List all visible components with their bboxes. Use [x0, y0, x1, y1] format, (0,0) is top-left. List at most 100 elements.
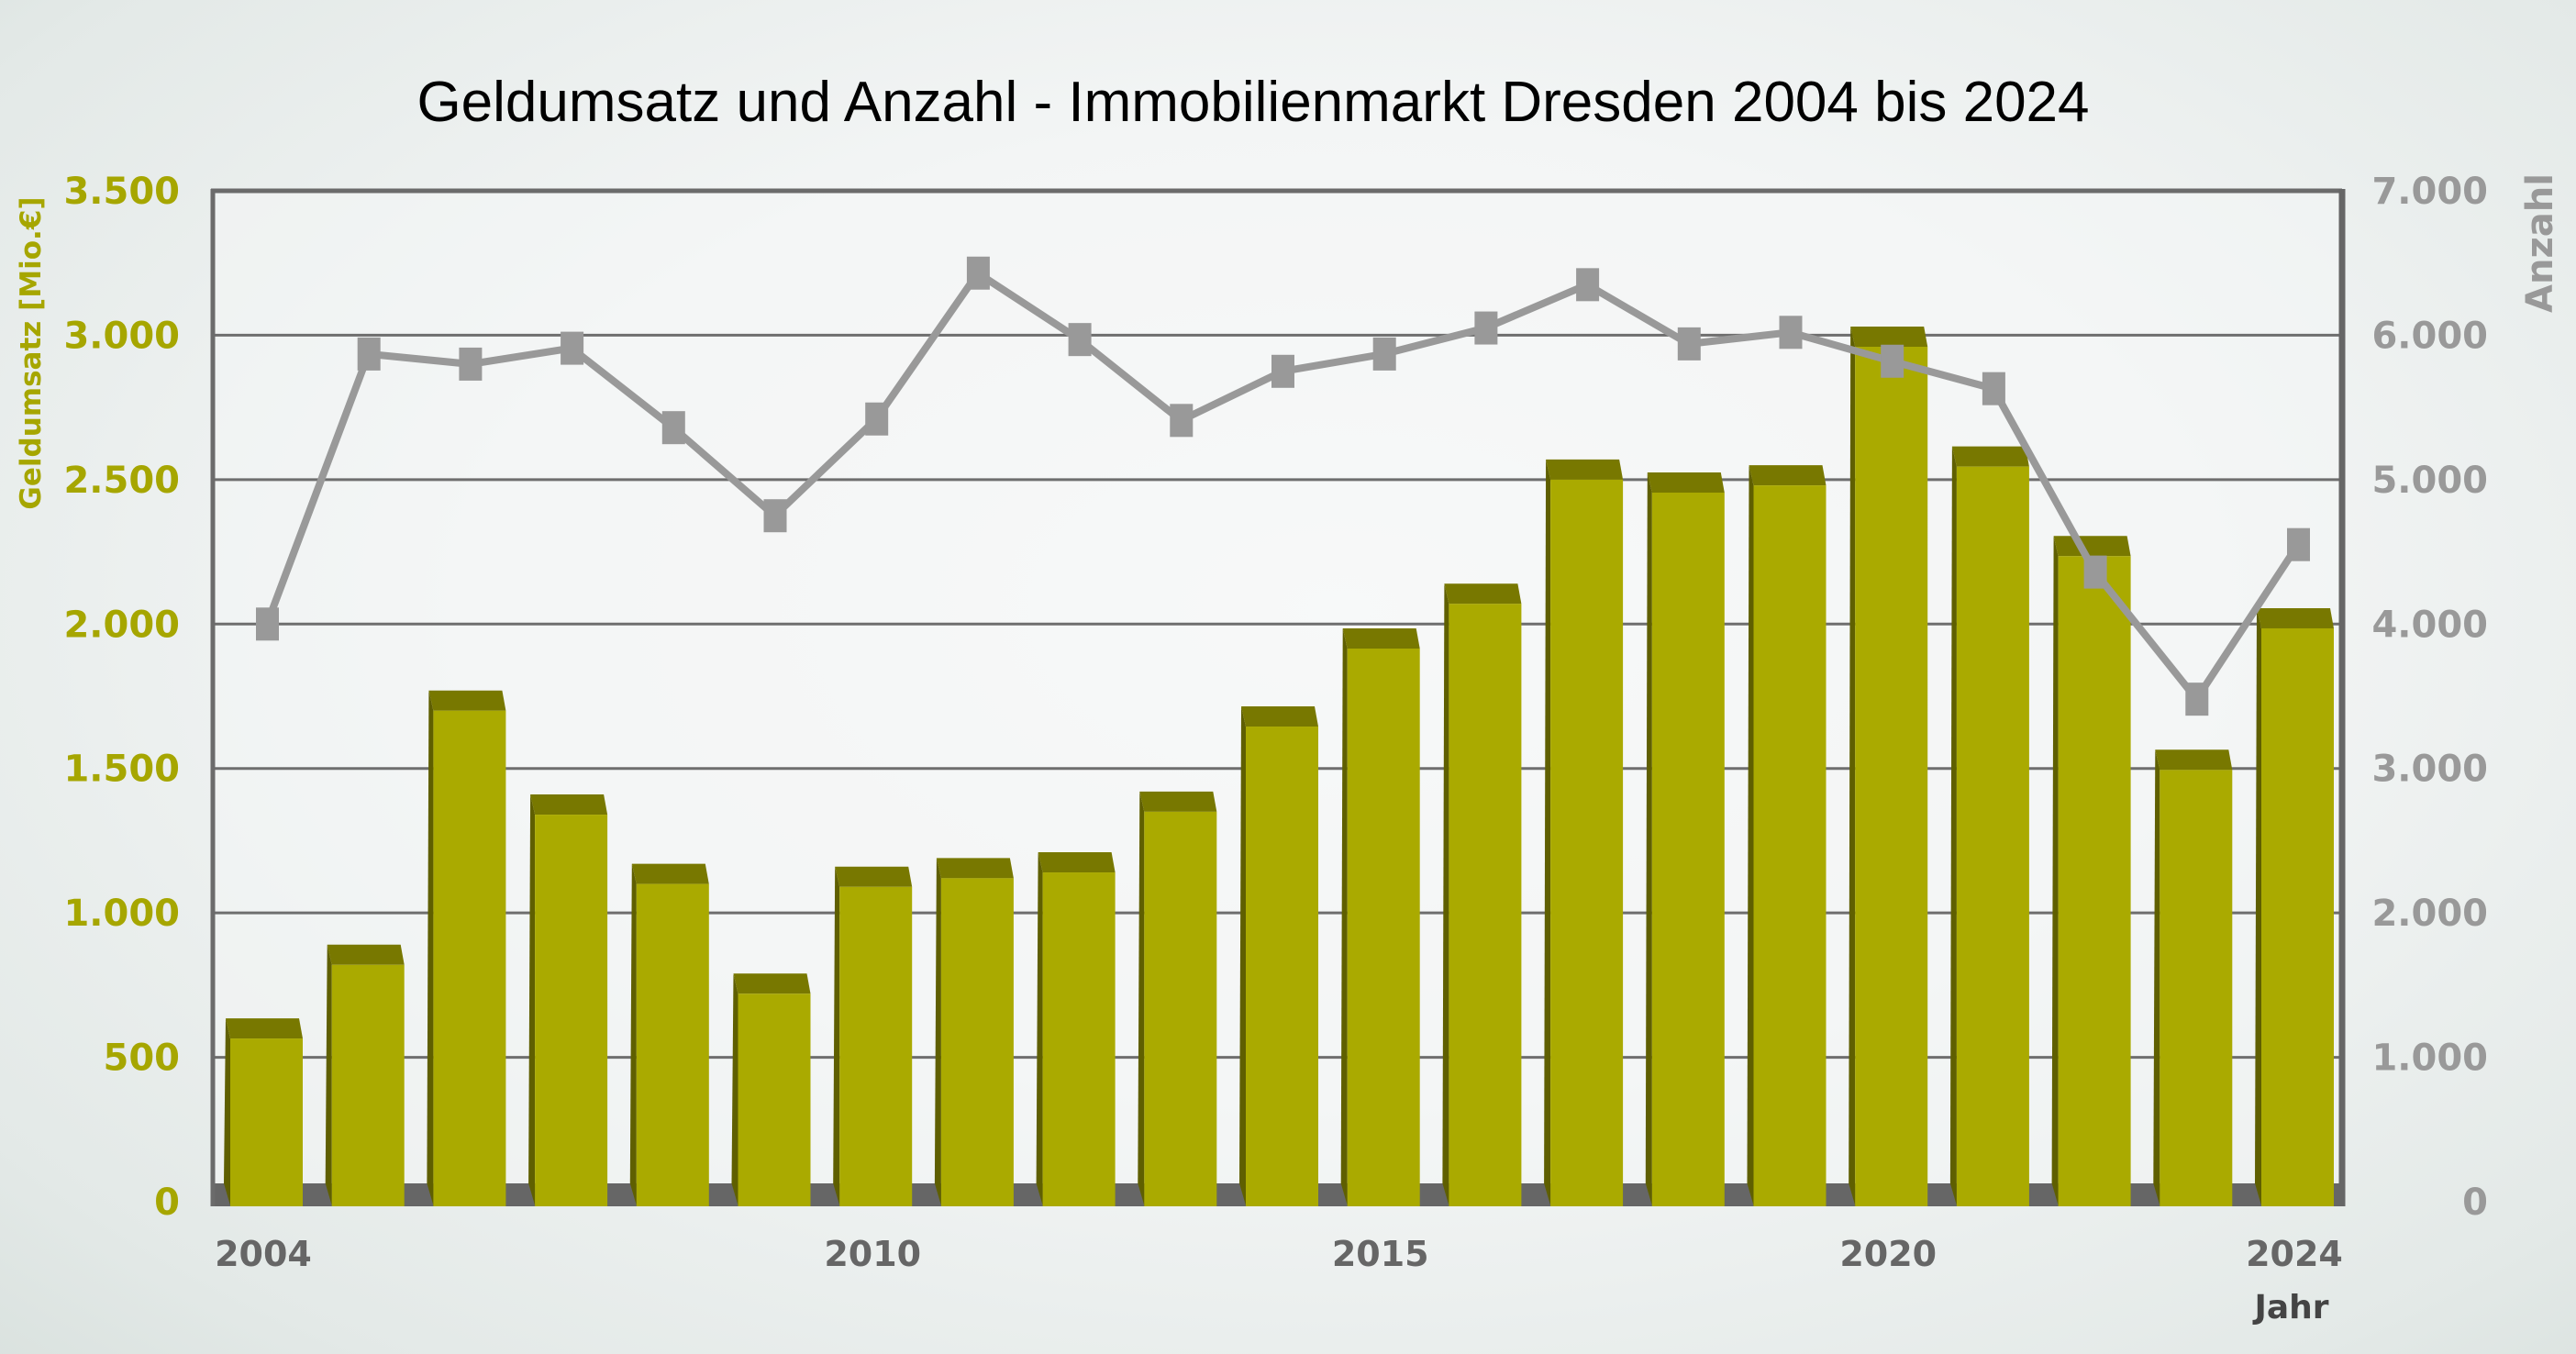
- line-marker: [763, 499, 787, 533]
- x-axis-title: Jahr: [2251, 1289, 2328, 1326]
- bar-top: [1546, 459, 1624, 480]
- line-marker: [966, 256, 990, 290]
- line-marker: [1068, 323, 1092, 357]
- line-anzahl: [256, 256, 2310, 716]
- bar: [224, 1018, 303, 1206]
- y-tick-label-left: 1.000: [63, 893, 180, 935]
- y-tick-label-right: 1.000: [2371, 1038, 2488, 1080]
- bar-front: [1144, 811, 1217, 1206]
- y-tick-label-right: 3.000: [2371, 749, 2488, 791]
- bar-side: [1239, 706, 1246, 1205]
- bar-front: [2058, 556, 2131, 1206]
- bar-front: [1246, 727, 1318, 1206]
- line-marker: [1271, 354, 1294, 388]
- x-tick-label: 2010: [824, 1234, 921, 1274]
- bar-side: [1645, 472, 1652, 1205]
- bar: [325, 944, 405, 1206]
- bar-side: [1747, 465, 1754, 1206]
- line-marker: [1677, 327, 1701, 361]
- line-marker: [2287, 527, 2310, 561]
- y-tick-label-right: 4.000: [2371, 604, 2488, 646]
- bar-top: [1038, 852, 1116, 873]
- line-marker: [1474, 311, 1498, 345]
- y-tick-label-right: 0: [2462, 1182, 2488, 1224]
- bar-side: [1849, 326, 1856, 1205]
- bar-side: [731, 973, 738, 1205]
- line-marker: [1881, 344, 1904, 378]
- bar: [1036, 852, 1116, 1206]
- x-tick-label: 2024: [2246, 1234, 2343, 1274]
- bar: [1949, 446, 2029, 1206]
- y-axis-left-title: Geldumsatz [Mio.€]: [15, 196, 48, 509]
- bar-top: [936, 858, 1014, 879]
- bar-front: [1550, 479, 1624, 1206]
- bar-side: [528, 794, 536, 1205]
- x-tick-label: 2020: [1839, 1234, 1937, 1274]
- bar-top: [1444, 583, 1522, 605]
- bar-side: [325, 944, 332, 1205]
- bar-side: [427, 690, 434, 1205]
- bar-top: [327, 944, 405, 965]
- bar-top: [226, 1018, 303, 1039]
- bar-top: [631, 863, 709, 884]
- line-marker: [865, 402, 889, 436]
- line-marker: [2185, 683, 2209, 716]
- y-tick-label-right: 2.000: [2371, 893, 2488, 935]
- bar: [1747, 465, 1827, 1206]
- y-tick-label-left: 1.500: [63, 749, 180, 791]
- bar: [731, 973, 811, 1206]
- bar-top: [428, 690, 506, 711]
- bar-top: [733, 973, 811, 994]
- bar-top: [530, 794, 608, 816]
- y-axis-left-ticks: 0 500 1.000 1.500 2.000 2.500 3.000 3.500: [63, 171, 180, 1224]
- bar: [1340, 628, 1420, 1206]
- bar-side: [1442, 583, 1449, 1205]
- bar: [1239, 706, 1318, 1206]
- bar-front: [230, 1038, 303, 1206]
- y-tick-label-right: 6.000: [2371, 315, 2488, 357]
- y-tick-label-left: 3.500: [63, 171, 180, 213]
- bar-top: [1647, 472, 1725, 493]
- line-marker: [459, 347, 483, 381]
- y-axis-right-ticks: 0 1.000 2.000 3.000 4.000 5.000 6.000 7.000: [2371, 171, 2488, 1224]
- bar-front: [2261, 627, 2334, 1206]
- bar-top: [2257, 607, 2334, 628]
- bar-side: [833, 866, 840, 1205]
- bar-top: [835, 866, 913, 887]
- x-tick-label: 2004: [215, 1234, 312, 1274]
- bar: [629, 863, 709, 1206]
- line-marker: [256, 607, 279, 641]
- bar-side: [224, 1018, 230, 1205]
- y-axis-right-title: Anzahl: [2519, 173, 2561, 313]
- bar-top: [2155, 749, 2233, 771]
- bar-front: [1855, 346, 1928, 1206]
- bar-front: [1449, 604, 1522, 1206]
- bar-front: [1753, 485, 1827, 1206]
- line-marker: [1170, 404, 1194, 438]
- bar: [1849, 326, 1928, 1206]
- bar: [934, 858, 1014, 1206]
- y-tick-label-left: 0: [154, 1182, 180, 1224]
- line-marker: [357, 337, 381, 371]
- bar-front: [1042, 872, 1116, 1206]
- bar-front: [2160, 770, 2233, 1206]
- bar-top: [1342, 628, 1420, 649]
- bar-top: [1749, 465, 1827, 486]
- chart-title: Geldumsatz und Anzahl - Immobilienmarkt …: [416, 71, 2089, 134]
- bar-side: [1340, 628, 1348, 1205]
- bar: [1138, 791, 1217, 1206]
- bar: [2255, 607, 2334, 1206]
- line-marker: [1779, 316, 1803, 350]
- bar-front: [839, 886, 913, 1206]
- bar-side: [629, 863, 637, 1205]
- bar: [833, 866, 913, 1206]
- bar-side: [2051, 536, 2059, 1205]
- bar-top: [1139, 791, 1217, 812]
- line-marker: [561, 331, 584, 365]
- bar: [1544, 459, 1624, 1206]
- bar: [1442, 583, 1522, 1206]
- bar: [427, 690, 506, 1206]
- y-tick-label-right: 5.000: [2371, 460, 2488, 502]
- bar: [528, 794, 608, 1206]
